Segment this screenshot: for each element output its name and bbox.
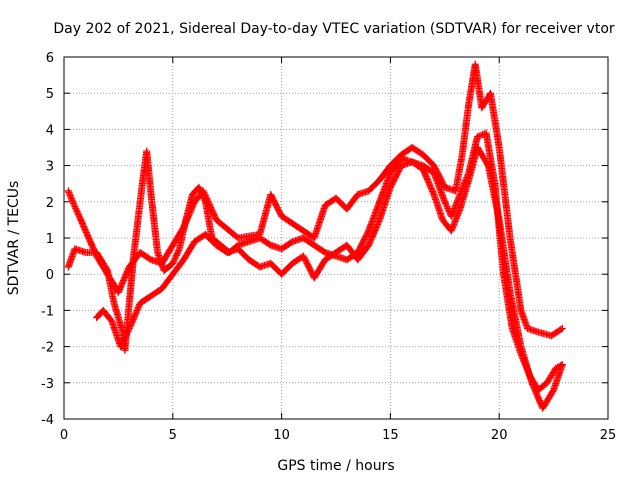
x-tick-label: 0 — [60, 428, 68, 443]
y-tick-label: -2 — [41, 341, 54, 356]
data-point-fill — [70, 201, 78, 209]
data-point-fill — [119, 338, 127, 346]
data-point-fill — [172, 253, 180, 261]
data-point-fill — [208, 205, 216, 213]
chart-title: Day 202 of 2021, Sidereal Day-to-day VTE… — [53, 21, 615, 37]
data-point-fill — [171, 255, 179, 263]
data-point — [169, 259, 177, 267]
x-axis-label: GPS time / hours — [277, 458, 394, 474]
data-point-fill — [557, 325, 565, 333]
data-point-fill — [72, 204, 80, 212]
y-tick-label: 1 — [46, 232, 54, 247]
data-point — [199, 187, 207, 195]
data-point — [195, 183, 203, 191]
data-point-fill — [442, 199, 450, 207]
y-tick-label: 3 — [46, 160, 54, 175]
data-point-fill — [442, 201, 450, 209]
data-point-fill — [202, 193, 210, 201]
data-point-fill — [73, 207, 81, 215]
data-point — [558, 361, 566, 369]
data-point-fill — [69, 199, 77, 207]
data-point-fill — [121, 334, 129, 342]
data-point-fill — [209, 208, 217, 216]
data-point-fill — [444, 204, 452, 212]
data-point-fill — [211, 213, 219, 221]
data-point-fill — [120, 335, 128, 343]
data-point-fill — [122, 332, 130, 340]
data-point-fill — [206, 202, 214, 210]
data-point-fill — [210, 210, 218, 218]
y-tick-label: 5 — [46, 87, 54, 102]
data-point — [441, 198, 449, 206]
series-2 — [64, 60, 566, 340]
x-tick-label: 15 — [382, 428, 399, 443]
data-point-fill — [210, 211, 218, 219]
series-3 — [93, 144, 566, 412]
y-tick-label: -1 — [41, 304, 54, 319]
data-point-fill — [201, 192, 209, 200]
data-point-fill — [203, 196, 211, 204]
data-point-fill — [173, 250, 181, 258]
data-point-fill — [125, 326, 133, 334]
data-point-fill — [124, 328, 132, 336]
y-tick-label: 2 — [46, 196, 54, 211]
data-point-fill — [200, 188, 208, 196]
data-point-fill — [72, 206, 80, 214]
x-tick-label: 25 — [600, 428, 617, 443]
data-point-fill — [117, 341, 125, 349]
y-tick-label: 6 — [46, 51, 54, 66]
data-point-fill — [123, 329, 131, 337]
y-tick-label: -3 — [41, 377, 54, 392]
data-point-fill — [208, 207, 216, 215]
data-point — [558, 325, 566, 332]
data-point-fill — [122, 331, 130, 339]
data-points — [64, 60, 566, 412]
data-point-fill — [201, 190, 209, 198]
data-point-fill — [205, 199, 213, 207]
data-point-fill — [203, 195, 211, 203]
data-point-fill — [118, 340, 126, 348]
data-point-fill — [170, 256, 178, 264]
x-tick-label: 10 — [273, 428, 290, 443]
data-point-fill — [172, 251, 180, 259]
x-tick-label: 5 — [169, 428, 177, 443]
data-point-fill — [175, 246, 183, 254]
data-point-fill — [204, 198, 212, 206]
data-point-fill — [174, 248, 182, 256]
data-point-fill — [483, 160, 491, 168]
data-point — [69, 198, 77, 206]
axis-ticks: 0 5 10 15 20 25 -4 -3 -2 -1 0 1 2 3 4 5 6 — [41, 51, 616, 443]
y-tick-label: 0 — [46, 268, 54, 283]
data-point-fill — [75, 211, 83, 219]
data-point-fill — [71, 203, 79, 211]
data-point-fill — [207, 204, 215, 212]
data-point-fill — [443, 203, 451, 211]
data-point-fill — [119, 337, 127, 345]
data-point-fill — [205, 201, 213, 209]
data-point-fill — [74, 209, 82, 217]
x-tick-label: 20 — [491, 428, 508, 443]
data-point-fill — [170, 258, 178, 266]
y-axis-label: SDTVAR / TECUs — [6, 181, 22, 296]
data-point — [117, 343, 125, 351]
y-tick-label: -4 — [41, 413, 54, 428]
y-tick-label: 4 — [46, 123, 54, 138]
